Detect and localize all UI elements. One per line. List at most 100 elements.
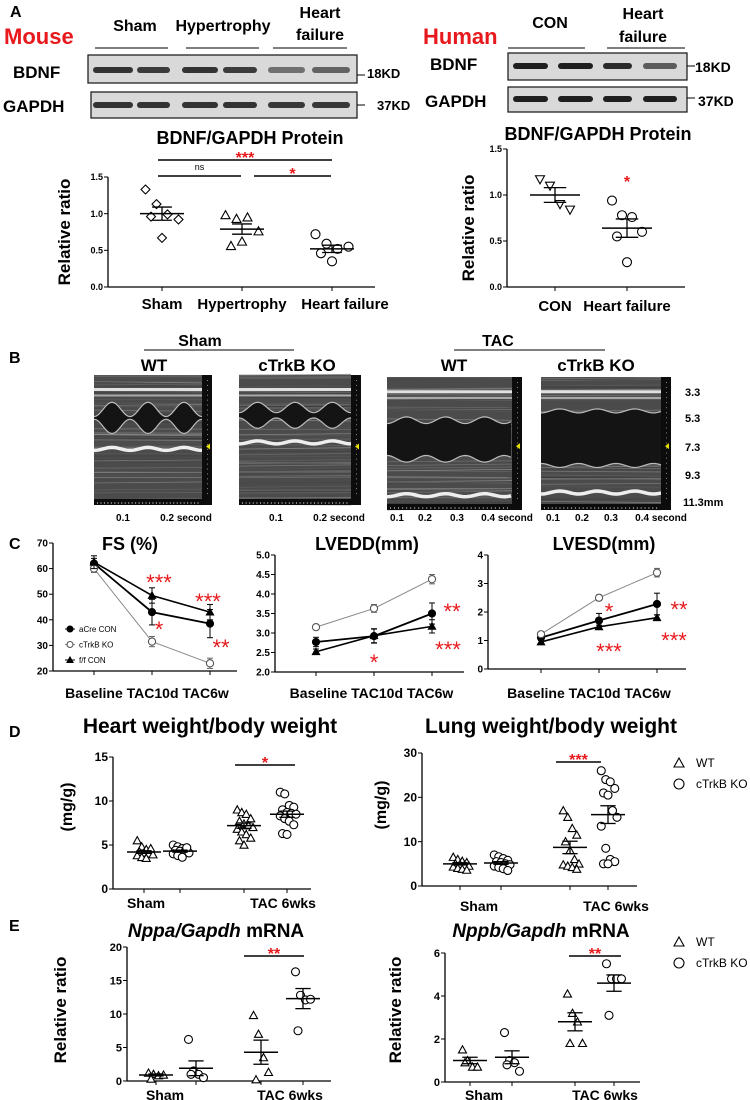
echo-texture	[540, 483, 662, 485]
echo-time-tick	[314, 502, 315, 504]
echo-image	[386, 376, 522, 511]
filled-triangle-marker	[147, 590, 157, 599]
echo-posterior-wall-edge	[238, 417, 352, 429]
echo-time-tick	[617, 507, 619, 509]
chart-a_mouse: 0.0 0.5 1.0 1.5 Sham Hypertrophy Heart failure…	[55, 128, 389, 313]
open-circle-marker	[427, 575, 437, 584]
significance-label: ***	[435, 637, 461, 662]
y-tick-label: 20	[404, 791, 418, 805]
echo-posterior-wall-edge	[93, 418, 203, 435]
echo-time-tick	[121, 502, 123, 504]
echo-scale-dot	[207, 483, 208, 485]
echo-time-tick	[176, 502, 178, 504]
echo-time-tick	[636, 507, 638, 509]
echo-scale-dot	[666, 402, 667, 404]
echo-time-tick	[114, 502, 116, 504]
significance-label: *	[289, 166, 296, 183]
echo-time-tick	[306, 502, 308, 504]
circle-marker	[601, 843, 611, 853]
significance-label: ***	[146, 570, 172, 595]
open-circle-marker	[536, 630, 546, 639]
y-tick-label: 0.5	[489, 236, 502, 246]
y-axis-label: Relative ratio	[459, 175, 478, 282]
echo-time-tick	[131, 502, 133, 504]
circle-marker	[280, 789, 290, 799]
depth-label: 7.3	[685, 442, 700, 454]
panel-label-c: C	[9, 536, 21, 553]
chart-title: Nppa/Gapdh mRNA	[128, 921, 305, 942]
circle-marker	[183, 1034, 194, 1045]
species-human: Human	[423, 24, 498, 49]
echo-scale-dot	[517, 397, 518, 399]
echo-texture	[386, 388, 513, 391]
triangle-marker	[245, 813, 256, 823]
circle-marker	[326, 256, 338, 267]
echo-pericardium-band	[386, 491, 512, 499]
y-tick-label: 20	[110, 942, 122, 954]
blot-row-bdnf: BDNF	[430, 55, 477, 74]
blot-band	[137, 102, 170, 108]
triangle-marker	[263, 1067, 274, 1077]
y-tick-label: 5	[116, 1042, 122, 1054]
x-tick-label: Sham	[460, 898, 498, 914]
y-tick-label: 10	[95, 794, 109, 808]
circle-marker	[603, 859, 613, 869]
echo-time-tick	[245, 502, 247, 504]
echo-time-tick	[166, 502, 168, 504]
circle-marker	[603, 790, 613, 800]
m-mode-echo-images: 0.1 0.2 second 0.1 0.2 second 0.1 0.2 0.3 0.4 s…	[93, 373, 687, 524]
filled-circle-marker	[147, 608, 157, 617]
panel-b: B Sham TAC WT cTrkB KO WT cTrkB KO 3.3 5…	[9, 333, 724, 509]
significance-label: *	[155, 617, 164, 642]
western-blots	[87, 47, 695, 119]
significance-label: *	[624, 174, 631, 191]
echo-texture	[238, 455, 352, 458]
filled-triangle-marker	[536, 637, 546, 646]
significance-label: ***	[236, 150, 255, 167]
echo-texture	[238, 433, 352, 436]
echo-scale-dot	[356, 389, 357, 391]
echo-scale-dot	[356, 384, 357, 386]
chart-d_lung: 0 10 20 30 Sham TAC 6wks Lung weight/body weig…	[373, 715, 748, 914]
echo-scale-dot	[666, 482, 667, 484]
significance-label: ***	[195, 589, 221, 614]
echo-texture	[386, 502, 513, 504]
circle-marker	[673, 957, 685, 969]
y-tick-label: 1.5	[90, 172, 103, 182]
echo-ventricle-chamber	[94, 402, 202, 434]
echo-scale-dot	[517, 427, 518, 429]
echo-time-tick	[124, 502, 126, 504]
y-tick-label: 3.0	[256, 629, 270, 640]
blot-group-sham: Sham	[113, 18, 157, 35]
echo-scale-dot	[666, 442, 667, 444]
diamond-marker	[151, 198, 162, 210]
x-tick-label: TAC 6wks	[257, 1087, 323, 1100]
circle-marker	[636, 226, 648, 237]
triangle-down-marker	[534, 175, 546, 185]
circle-marker	[606, 195, 618, 206]
echo-pericardium-band	[93, 445, 203, 453]
echo-scale-dot	[666, 452, 667, 454]
echo-wall-band	[387, 390, 512, 394]
echo-scale-dot	[207, 409, 208, 411]
echo-time-tick	[555, 507, 557, 509]
circle-marker	[290, 967, 301, 977]
x-tick-label: Hypertrophy	[197, 296, 287, 313]
echo-scale-dot	[517, 472, 518, 474]
echo-time-tick	[434, 507, 436, 509]
echo-texture	[540, 478, 662, 480]
filled-circle-marker	[427, 609, 437, 618]
echo-time-tick	[640, 507, 642, 509]
echo-time-tick	[422, 507, 424, 509]
echo-scale-dot	[207, 458, 208, 460]
echo-scale-dot	[207, 394, 208, 396]
echo-texture	[93, 481, 203, 484]
echo-texture	[238, 447, 352, 450]
blot-band	[643, 63, 677, 69]
echo-time-tick	[506, 507, 508, 509]
echo-time-tick	[426, 507, 428, 509]
y-tick-label: 1.0	[90, 209, 103, 219]
y-tick-label: 1.5	[489, 144, 502, 154]
triangle-marker	[673, 935, 685, 947]
